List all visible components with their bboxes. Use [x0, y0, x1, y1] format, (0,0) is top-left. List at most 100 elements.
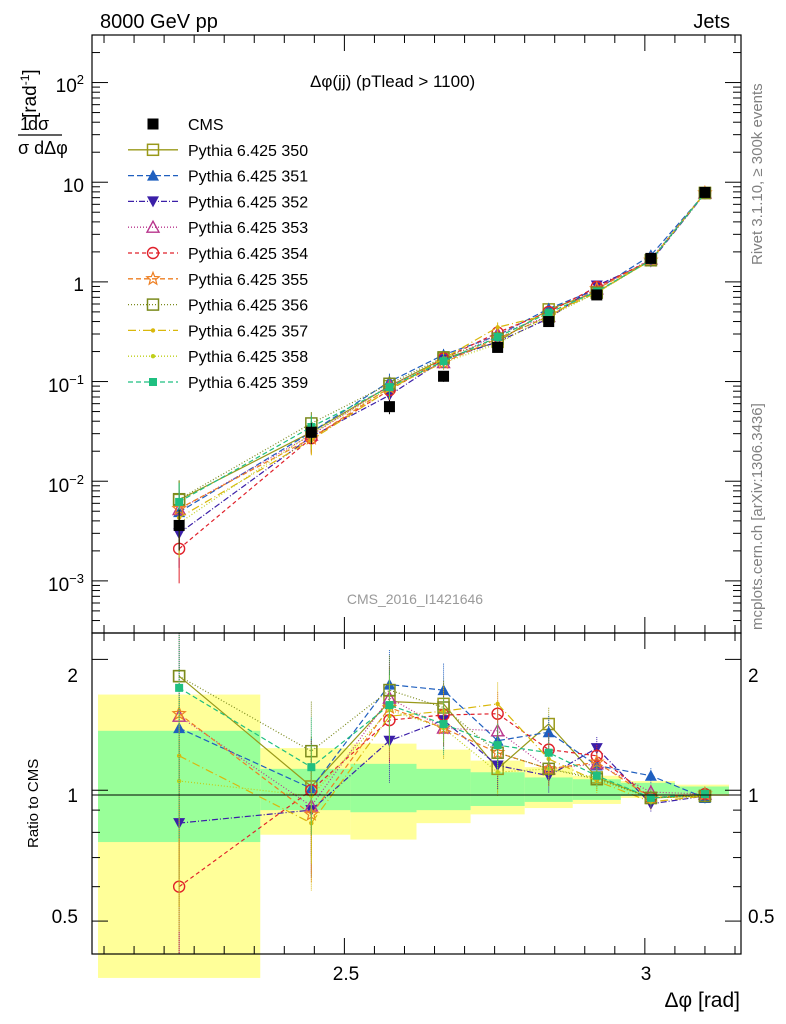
y-ratio-tick-05-left: 0.5 [52, 907, 78, 928]
ratio-point-pythia-6-425-351-5 [542, 726, 555, 738]
legend-marker-pythia-6-425-356 [146, 298, 160, 311]
point-pythia-6-425-359-4 [493, 332, 502, 341]
rivet-label: Rivet 3.1.10, ≥ 300k events [749, 83, 766, 265]
legend-marker-pythia-6-425-358 [150, 354, 156, 359]
y-main-label-dsigma: dσ [28, 114, 49, 134]
line-pythia-6-425-353-ratio [178, 697, 705, 807]
legend-label-pythia-6-425-358: Pythia 6.425 358 [188, 349, 308, 366]
watermark: CMS_2016_I1421646 [347, 591, 483, 607]
axis-ticks [92, 34, 741, 954]
ratio-plot-frame [91, 632, 742, 955]
ratio-point-pythia-6-425-359-8 [700, 790, 709, 799]
legend-label-pythia-6-425-352: Pythia 6.425 352 [188, 194, 308, 211]
point-pythia-6-425-357-4 [495, 325, 500, 330]
y-ratio-axis-label: Ratio to CMS [25, 759, 42, 848]
legend-label-pythia-6-425-357: Pythia 6.425 357 [188, 323, 308, 340]
mcplots-label: mcplots.cern.ch [arXiv:1306.3436] [749, 403, 766, 630]
point-cms-8 [699, 186, 711, 198]
ratio-point-pythia-6-425-352-6 [590, 743, 603, 755]
legend-marker-pythia-6-425-353 [145, 219, 161, 233]
ratio-point-pythia-6-425-357-3 [441, 708, 446, 714]
y-ratio-tick-1-left: 1 [67, 786, 78, 807]
legend-marker-pythia-6-425-350 [146, 143, 160, 157]
ratio-point-pythia-6-425-359-7 [646, 793, 655, 802]
point-cms-5 [543, 316, 555, 328]
x-tick-2.5: 2.5 [333, 964, 359, 985]
legend-entry-pythia-6-425-355: Pythia 6.425 355 [128, 270, 308, 289]
legend-marker-pythia-6-425-355 [145, 270, 161, 286]
y-ratio-tick-2-left: 2 [67, 666, 78, 687]
header-left: 8000 GeV pp [100, 11, 218, 33]
point-pythia-6-425-359-5 [544, 308, 553, 317]
y-ratio-tick-labels: 2 1 0.5 2 1 0.5 [52, 666, 775, 928]
point-cms-6 [591, 289, 603, 301]
legend-marker-pythia-6-425-351 [147, 169, 159, 181]
legend-entry-pythia-6-425-353: Pythia 6.425 353 [128, 219, 308, 237]
legend-entry-pythia-6-425-351: Pythia 6.425 351 [128, 169, 308, 186]
legend-marker-cms [147, 118, 159, 130]
legend: CMS Pythia 6.425 350 Pythia 6.425 351 Pythi… [128, 117, 308, 392]
ratio-point-pythia-6-425-359-1 [307, 763, 316, 772]
point-pythia-6-425-359-2 [385, 383, 394, 392]
legend-entry-cms: CMS [147, 117, 224, 134]
x-axis-label: Δφ [rad] [665, 989, 741, 1012]
legend-label-pythia-6-425-350: Pythia 6.425 350 [188, 143, 308, 160]
stat-band-bin-2 [350, 763, 417, 813]
ratio-point-pythia-6-425-358-4 [495, 770, 500, 775]
y-main-label-frac-top: 1 [20, 114, 30, 134]
stat-band-bin-7 [620, 782, 675, 796]
legend-marker-pythia-6-425-352 [147, 196, 159, 208]
legend-marker-pythia-6-425-354 [146, 246, 160, 260]
point-cms-1 [305, 426, 317, 438]
point-cms-2 [383, 401, 395, 413]
legend-entry-pythia-6-425-358: Pythia 6.425 358 [128, 349, 308, 366]
line-pythia-6-425-358-ratio [179, 709, 705, 799]
legend-entry-pythia-6-425-352: Pythia 6.425 352 [128, 194, 308, 211]
stat-band-bin-3 [416, 768, 471, 811]
header-right: Jets [693, 11, 730, 33]
main-title: Δφ(jj) (pTlead > 1100) [310, 72, 475, 91]
ratio-point-pythia-6-425-359-4 [493, 741, 502, 750]
y-main-label-frac-bot: σ dΔφ [18, 138, 68, 158]
line-pythia-6-425-355-ratio [178, 706, 705, 816]
line-pythia-6-425-358-main [178, 192, 706, 524]
ratio-point-pythia-6-425-359-2 [385, 701, 394, 710]
legend-entry-pythia-6-425-356: Pythia 6.425 356 [128, 298, 308, 315]
legend-label-pythia-6-425-355: Pythia 6.425 355 [188, 272, 308, 289]
point-cms-3 [438, 370, 450, 382]
y-ratio-tick-1-right: 1 [748, 786, 759, 807]
legend-label-cms: CMS [188, 117, 224, 134]
legend-label-pythia-6-425-351: Pythia 6.425 351 [188, 169, 308, 186]
legend-label-pythia-6-425-353: Pythia 6.425 353 [188, 220, 308, 237]
ratio-point-pythia-6-425-359-3 [439, 720, 448, 729]
point-cms-7 [645, 252, 657, 264]
ratio-point-pythia-6-425-359-6 [592, 771, 601, 780]
series-pythia-6-425-359-ratio [175, 633, 709, 839]
point-cms-0 [173, 519, 185, 531]
point-pythia-6-425-359-0 [175, 497, 184, 506]
ratio-point-pythia-6-425-359-0 [175, 683, 184, 692]
point-cms-4 [492, 341, 504, 353]
legend-label-pythia-6-425-359: Pythia 6.425 359 [188, 375, 308, 392]
legend-entry-pythia-6-425-357: Pythia 6.425 357 [128, 323, 308, 340]
legend-marker-pythia-6-425-359 [149, 378, 157, 386]
y-main-tick-labels: 10−3 10−2 10−1 1 10 102 [48, 72, 84, 596]
legend-entry-pythia-6-425-354: Pythia 6.425 354 [128, 246, 308, 263]
y-ratio-tick-05-right: 0.5 [748, 907, 774, 928]
line-pythia-6-425-354-ratio [178, 713, 705, 888]
point-pythia-6-425-359-3 [439, 357, 448, 366]
ratio-point-pythia-6-425-359-5 [544, 748, 553, 757]
y-main-axis-label: 1 dσ σ dΔφ [rad-1] [18, 69, 68, 158]
series-main [171, 184, 713, 584]
series-ratio [171, 633, 713, 954]
y-main-tick-1: 1 [73, 275, 84, 296]
legend-label-pythia-6-425-356: Pythia 6.425 356 [188, 298, 308, 315]
legend-entry-pythia-6-425-359: Pythia 6.425 359 [128, 375, 308, 392]
legend-label-pythia-6-425-354: Pythia 6.425 354 [188, 246, 308, 263]
y-ratio-tick-2-right: 2 [748, 666, 759, 687]
line-pythia-6-425-351-ratio [178, 683, 706, 799]
series-cms-main [173, 186, 711, 551]
x-tick-3: 3 [641, 964, 652, 985]
ratio-point-pythia-6-425-357-4 [495, 701, 500, 707]
